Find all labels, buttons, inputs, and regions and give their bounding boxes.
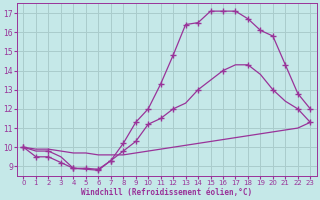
X-axis label: Windchill (Refroidissement éolien,°C): Windchill (Refroidissement éolien,°C) <box>81 188 252 197</box>
